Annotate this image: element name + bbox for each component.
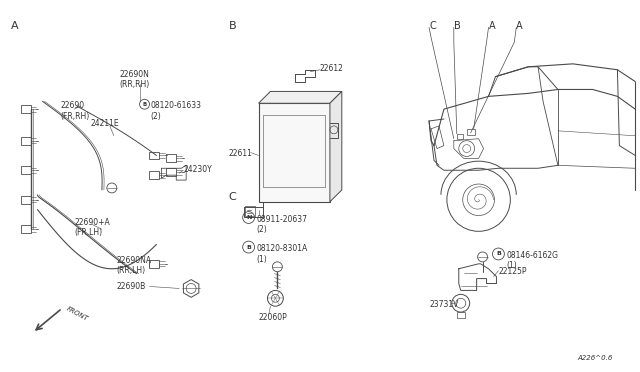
- Text: 23731V: 23731V: [429, 300, 458, 309]
- Text: 22125P: 22125P: [499, 267, 527, 276]
- Bar: [20, 196, 31, 204]
- Text: 22690+A
(FR,LH): 22690+A (FR,LH): [74, 218, 110, 237]
- Text: 22612: 22612: [320, 64, 344, 73]
- Bar: [150, 151, 159, 160]
- Bar: [166, 168, 176, 176]
- Polygon shape: [259, 92, 342, 103]
- Text: 08120-61633
(2): 08120-61633 (2): [150, 101, 202, 121]
- Bar: [20, 137, 31, 145]
- Text: B: B: [228, 20, 236, 31]
- Text: B: B: [454, 20, 461, 31]
- Text: FRONT: FRONT: [65, 305, 89, 322]
- Text: 08146-6162G
(1): 08146-6162G (1): [506, 251, 558, 270]
- Bar: [20, 225, 31, 233]
- Bar: [150, 260, 159, 268]
- Text: A: A: [516, 20, 523, 31]
- Text: B: B: [496, 251, 501, 256]
- Bar: [150, 171, 159, 179]
- Bar: [244, 206, 255, 215]
- Text: 24230Y: 24230Y: [183, 165, 212, 174]
- Text: N: N: [246, 215, 252, 220]
- Text: C: C: [228, 192, 237, 202]
- Bar: [457, 312, 465, 318]
- Text: A: A: [11, 20, 19, 31]
- Text: A226^0.6: A226^0.6: [578, 355, 613, 362]
- Bar: [20, 105, 31, 113]
- Text: 08911-20637
(2): 08911-20637 (2): [257, 215, 308, 234]
- Text: 22690
(FR,RH): 22690 (FR,RH): [60, 101, 90, 121]
- Text: 22690B: 22690B: [116, 282, 146, 291]
- Bar: [457, 134, 463, 139]
- Text: B: B: [246, 244, 251, 250]
- Text: 22611: 22611: [228, 148, 253, 158]
- Text: 22060P: 22060P: [259, 313, 287, 322]
- Text: 08120-8301A
(1): 08120-8301A (1): [257, 244, 308, 263]
- Bar: [20, 166, 31, 174]
- Text: 22690N
(RR,RH): 22690N (RR,RH): [120, 70, 150, 89]
- Bar: [166, 154, 176, 162]
- Text: A: A: [488, 20, 495, 31]
- Polygon shape: [330, 92, 342, 202]
- Bar: [467, 129, 475, 135]
- Text: B: B: [143, 102, 147, 107]
- Bar: [259, 103, 330, 202]
- Text: 22690NA
(RR,LH): 22690NA (RR,LH): [116, 256, 152, 275]
- Text: 24211E: 24211E: [90, 119, 118, 128]
- Text: C: C: [429, 20, 436, 31]
